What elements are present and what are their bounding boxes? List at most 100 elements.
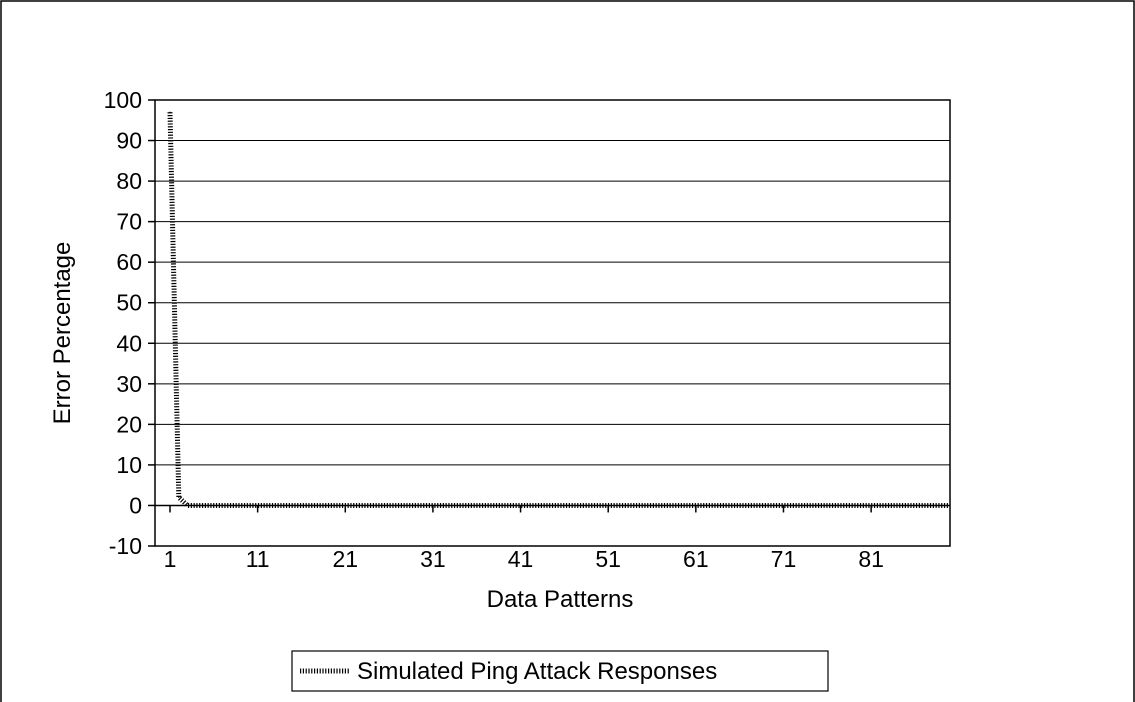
data-point <box>327 504 329 507</box>
data-point <box>677 504 679 507</box>
y-tick-label: 50 <box>116 290 142 316</box>
data-point <box>721 504 723 507</box>
data-point <box>668 504 671 507</box>
data-point <box>195 504 197 507</box>
data-point <box>870 504 872 507</box>
data-point <box>546 504 548 507</box>
data-point <box>923 504 925 507</box>
y-tick-label: 80 <box>116 168 142 194</box>
data-point <box>861 504 863 507</box>
data-point <box>940 504 942 507</box>
data-point <box>949 504 951 507</box>
y-tick-label: 20 <box>116 411 142 437</box>
y-tick-label: 100 <box>104 87 142 113</box>
x-tick-label: 41 <box>508 546 534 572</box>
legend: Simulated Ping Attack Responses <box>291 650 829 692</box>
data-point <box>660 504 662 507</box>
data-point <box>388 504 390 507</box>
data-point <box>765 504 767 507</box>
data-point <box>817 504 820 507</box>
data-point <box>774 504 776 507</box>
data-point <box>335 504 338 507</box>
data-point <box>888 504 890 507</box>
data-point <box>309 504 311 507</box>
data-point <box>283 504 285 507</box>
data-point <box>555 504 557 507</box>
data-point <box>186 504 189 507</box>
data-point <box>449 504 452 507</box>
data-point <box>441 504 443 507</box>
data-point <box>257 504 259 507</box>
data-point <box>826 504 828 507</box>
y-tick-label: 0 <box>129 492 142 518</box>
y-tick-label: 70 <box>116 209 142 235</box>
data-point <box>791 504 793 507</box>
data-point <box>537 504 539 507</box>
data-point <box>581 504 583 507</box>
data-point <box>230 504 232 507</box>
data-point <box>905 504 907 507</box>
data-point <box>397 504 399 507</box>
data-point <box>642 504 644 507</box>
y-tick-label: 90 <box>116 128 142 154</box>
plot-border <box>154 99 951 547</box>
data-point <box>370 504 373 507</box>
data-point <box>704 504 706 507</box>
data-point <box>406 504 408 507</box>
data-point <box>484 504 487 507</box>
y-tick-label: 10 <box>116 452 142 478</box>
data-point <box>239 504 241 507</box>
data-point <box>598 504 601 507</box>
y-axis-label: Error Percentage <box>49 242 76 425</box>
data-point <box>248 504 250 507</box>
legend-box <box>291 650 829 692</box>
data-point <box>221 504 224 507</box>
data-point <box>712 504 714 507</box>
data-point <box>300 504 303 507</box>
data-point <box>782 504 785 507</box>
data-point <box>914 504 916 507</box>
data-point <box>896 504 899 507</box>
data-point <box>607 504 609 507</box>
data-point <box>739 504 741 507</box>
data-point <box>931 504 934 507</box>
data-point <box>292 504 294 507</box>
x-tick-label: 31 <box>420 546 446 572</box>
data-point <box>178 496 180 498</box>
data-point <box>169 111 171 113</box>
legend-label: Simulated Ping Attack Responses <box>357 658 717 685</box>
data-point <box>502 504 504 507</box>
y-tick-label: 40 <box>116 330 142 356</box>
data-point <box>809 504 811 507</box>
data-point <box>625 504 627 507</box>
series-line <box>167 112 950 508</box>
x-tick-label: 81 <box>858 546 884 572</box>
y-tick-label: 30 <box>116 371 142 397</box>
data-point <box>379 504 381 507</box>
data-point <box>800 504 802 507</box>
x-tick-label: 61 <box>683 546 709 572</box>
y-tick-label: 60 <box>116 249 142 275</box>
data-point <box>590 504 592 507</box>
data-point <box>616 504 618 507</box>
data-point <box>686 504 688 507</box>
data-point <box>414 504 416 507</box>
data-point <box>265 504 268 507</box>
data-point <box>879 504 881 507</box>
x-tick-label: 21 <box>332 546 358 572</box>
data-point <box>852 504 855 507</box>
data-point <box>353 504 355 507</box>
data-point <box>835 504 837 507</box>
data-point <box>204 504 206 507</box>
x-tick-label: 51 <box>595 546 621 572</box>
data-point <box>844 504 846 507</box>
data-point <box>511 504 513 507</box>
x-tick-label: 1 <box>164 546 177 572</box>
data-point <box>493 504 495 507</box>
data-point <box>467 504 469 507</box>
data-point <box>651 504 653 507</box>
data-point <box>572 504 574 507</box>
data-point <box>458 504 460 507</box>
